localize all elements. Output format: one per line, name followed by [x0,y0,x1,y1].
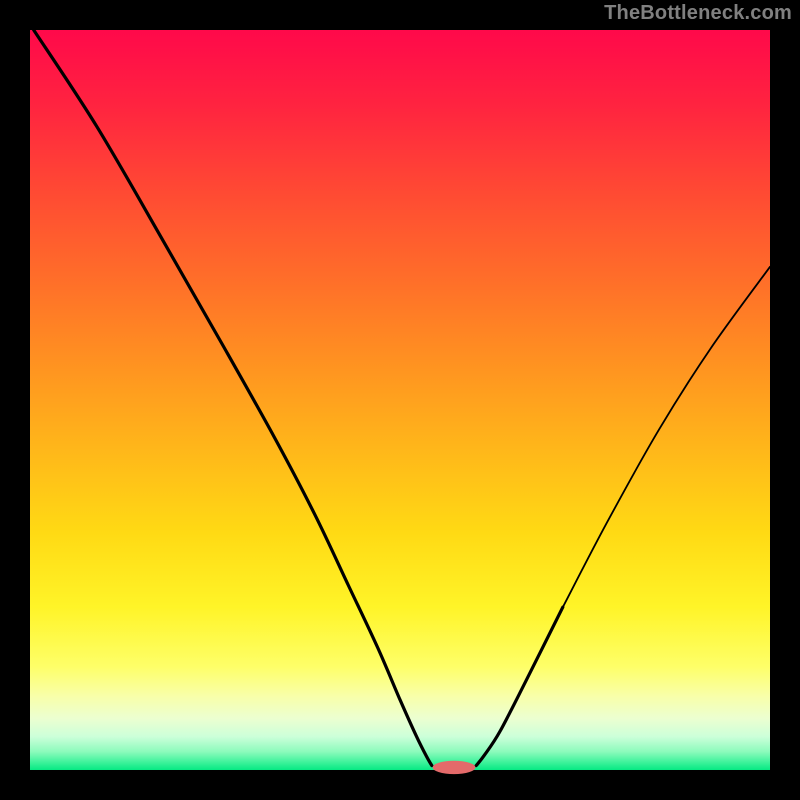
attribution-text: TheBottleneck.com [604,2,792,25]
chart-gradient-panel [30,30,770,770]
chart-svg [0,0,800,800]
bottleneck-marker [433,761,476,774]
chart-root: TheBottleneck.com [0,0,800,800]
